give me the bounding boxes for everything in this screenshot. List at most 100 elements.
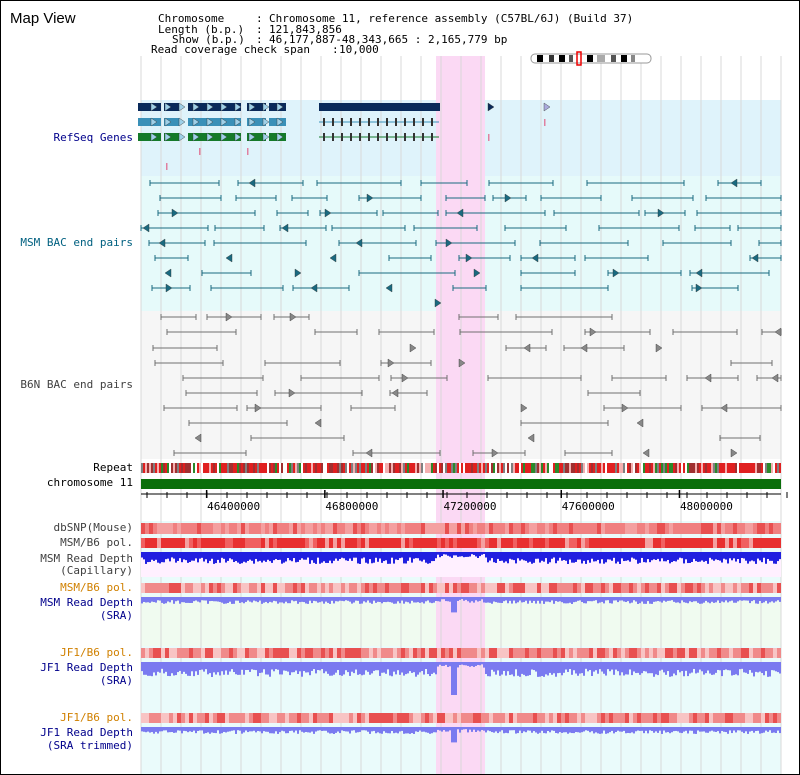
- gene-arrow[interactable]: [580, 343, 588, 353]
- gene-arrow[interactable]: [655, 343, 663, 353]
- gene-arrow[interactable]: [324, 208, 332, 218]
- gene-arrow[interactable]: [445, 238, 453, 248]
- gene-arrow[interactable]: [409, 343, 417, 353]
- gene-arrow[interactable]: [178, 102, 186, 112]
- gene-arrow[interactable]: [695, 268, 703, 278]
- gene-arrow[interactable]: [225, 253, 233, 263]
- gene-arrow[interactable]: [434, 298, 442, 308]
- gene-arrow[interactable]: [491, 448, 499, 458]
- gene-arrow[interactable]: [473, 268, 481, 278]
- gene-arrow[interactable]: [178, 132, 186, 142]
- gene-arrow[interactable]: [642, 448, 650, 458]
- gene-exon[interactable]: [188, 118, 241, 126]
- gene-arrow[interactable]: [695, 283, 703, 293]
- gene-arrow[interactable]: [206, 117, 214, 127]
- track-label-msm-b6-pol-1[interactable]: MSM/B6 pol.: [60, 536, 133, 549]
- track-label-dbsnp[interactable]: dbSNP(Mouse): [53, 521, 133, 534]
- gene-arrow[interactable]: [220, 102, 228, 112]
- track-label-msm-depth-sra[interactable]: MSM Read Depth: [40, 596, 133, 609]
- gene-arrow[interactable]: [504, 193, 512, 203]
- gene-arrow[interactable]: [254, 403, 262, 413]
- gene-arrow[interactable]: [288, 388, 296, 398]
- track-label-jf1-depth-sra[interactable]: JF1 Read Depth: [40, 661, 133, 674]
- gene-arrow[interactable]: [192, 102, 200, 112]
- track-label-jf1-b6-pol-1[interactable]: JF1/B6 pol.: [60, 646, 133, 659]
- gene-arrow[interactable]: [456, 208, 464, 218]
- gene-arrow[interactable]: [164, 268, 172, 278]
- chromosome-bar[interactable]: [141, 479, 781, 489]
- gene-arrow[interactable]: [531, 253, 539, 263]
- gene-arrow[interactable]: [262, 117, 270, 127]
- gene-arrow[interactable]: [206, 132, 214, 142]
- gene-arrow[interactable]: [150, 102, 158, 112]
- gene-arrow[interactable]: [262, 132, 270, 142]
- gene-arrow[interactable]: [220, 132, 228, 142]
- track-label-msm-depth-capillary[interactable]: MSM Read Depth: [40, 552, 133, 565]
- gene-arrow[interactable]: [730, 178, 738, 188]
- gene-arrow[interactable]: [178, 117, 186, 127]
- gene-arrow[interactable]: [391, 388, 399, 398]
- gene-arrow[interactable]: [771, 373, 779, 383]
- gene-arrow[interactable]: [387, 358, 395, 368]
- gene-exon[interactable]: [138, 103, 161, 111]
- gene-arrow[interactable]: [192, 117, 200, 127]
- gene-arrow[interactable]: [704, 373, 712, 383]
- gene-arrow[interactable]: [150, 132, 158, 142]
- gene-arrow[interactable]: [458, 358, 466, 368]
- gene-arrow[interactable]: [310, 283, 318, 293]
- gene-arrow[interactable]: [194, 433, 202, 443]
- track-label-b6n-bac[interactable]: B6N BAC end pairs: [20, 378, 133, 391]
- gene-arrow[interactable]: [612, 268, 620, 278]
- gene-arrow[interactable]: [401, 373, 409, 383]
- gene-arrow[interactable]: [523, 343, 531, 353]
- track-label-msm-b6-pol-2[interactable]: MSM/B6 pol.: [60, 581, 133, 594]
- gene-arrow[interactable]: [366, 193, 374, 203]
- gene-arrow[interactable]: [142, 223, 150, 233]
- gene-arrow[interactable]: [355, 238, 363, 248]
- gene-arrow[interactable]: [164, 102, 172, 112]
- gene-arrow[interactable]: [294, 268, 302, 278]
- gene-arrow[interactable]: [234, 102, 242, 112]
- gene-arrow[interactable]: [774, 327, 782, 337]
- gene-exon[interactable]: [247, 133, 266, 141]
- gene-arrow[interactable]: [465, 253, 473, 263]
- gene-arrow[interactable]: [164, 117, 172, 127]
- gene-arrow[interactable]: [543, 102, 551, 112]
- track-label-jf1-b6-pol-2[interactable]: JF1/B6 pol.: [60, 711, 133, 724]
- gene-arrow[interactable]: [281, 223, 289, 233]
- gene-arrow[interactable]: [248, 117, 256, 127]
- gene-arrow[interactable]: [589, 327, 597, 337]
- gene-arrow[interactable]: [165, 283, 173, 293]
- gene-arrow[interactable]: [527, 433, 535, 443]
- gene-exon[interactable]: [138, 133, 161, 141]
- gene-arrow[interactable]: [657, 208, 665, 218]
- gene-arrow[interactable]: [262, 102, 270, 112]
- gene-arrow[interactable]: [234, 132, 242, 142]
- gene-arrow[interactable]: [158, 238, 166, 248]
- gene-exon[interactable]: [319, 103, 440, 111]
- track-label-jf1-depth-trimmed[interactable]: JF1 Read Depth: [40, 726, 133, 739]
- gene-arrow[interactable]: [276, 132, 284, 142]
- gene-arrow[interactable]: [225, 312, 233, 322]
- gene-arrow[interactable]: [289, 312, 297, 322]
- gene-arrow[interactable]: [276, 117, 284, 127]
- gene-arrow[interactable]: [248, 178, 256, 188]
- gene-exon[interactable]: [188, 133, 241, 141]
- gene-exon[interactable]: [247, 118, 266, 126]
- gene-arrow[interactable]: [220, 117, 228, 127]
- gene-arrow[interactable]: [365, 448, 373, 458]
- gene-arrow[interactable]: [171, 208, 179, 218]
- gene-exon[interactable]: [164, 133, 179, 141]
- gene-arrow[interactable]: [487, 102, 495, 112]
- gene-arrow[interactable]: [150, 117, 158, 127]
- gene-arrow[interactable]: [248, 102, 256, 112]
- gene-arrow[interactable]: [520, 403, 528, 413]
- gene-arrow[interactable]: [192, 132, 200, 142]
- gene-exon[interactable]: [188, 103, 241, 111]
- gene-arrow[interactable]: [248, 132, 256, 142]
- gene-arrow[interactable]: [621, 403, 629, 413]
- gene-arrow[interactable]: [720, 403, 728, 413]
- gene-exon[interactable]: [247, 103, 266, 111]
- gene-arrow[interactable]: [276, 102, 284, 112]
